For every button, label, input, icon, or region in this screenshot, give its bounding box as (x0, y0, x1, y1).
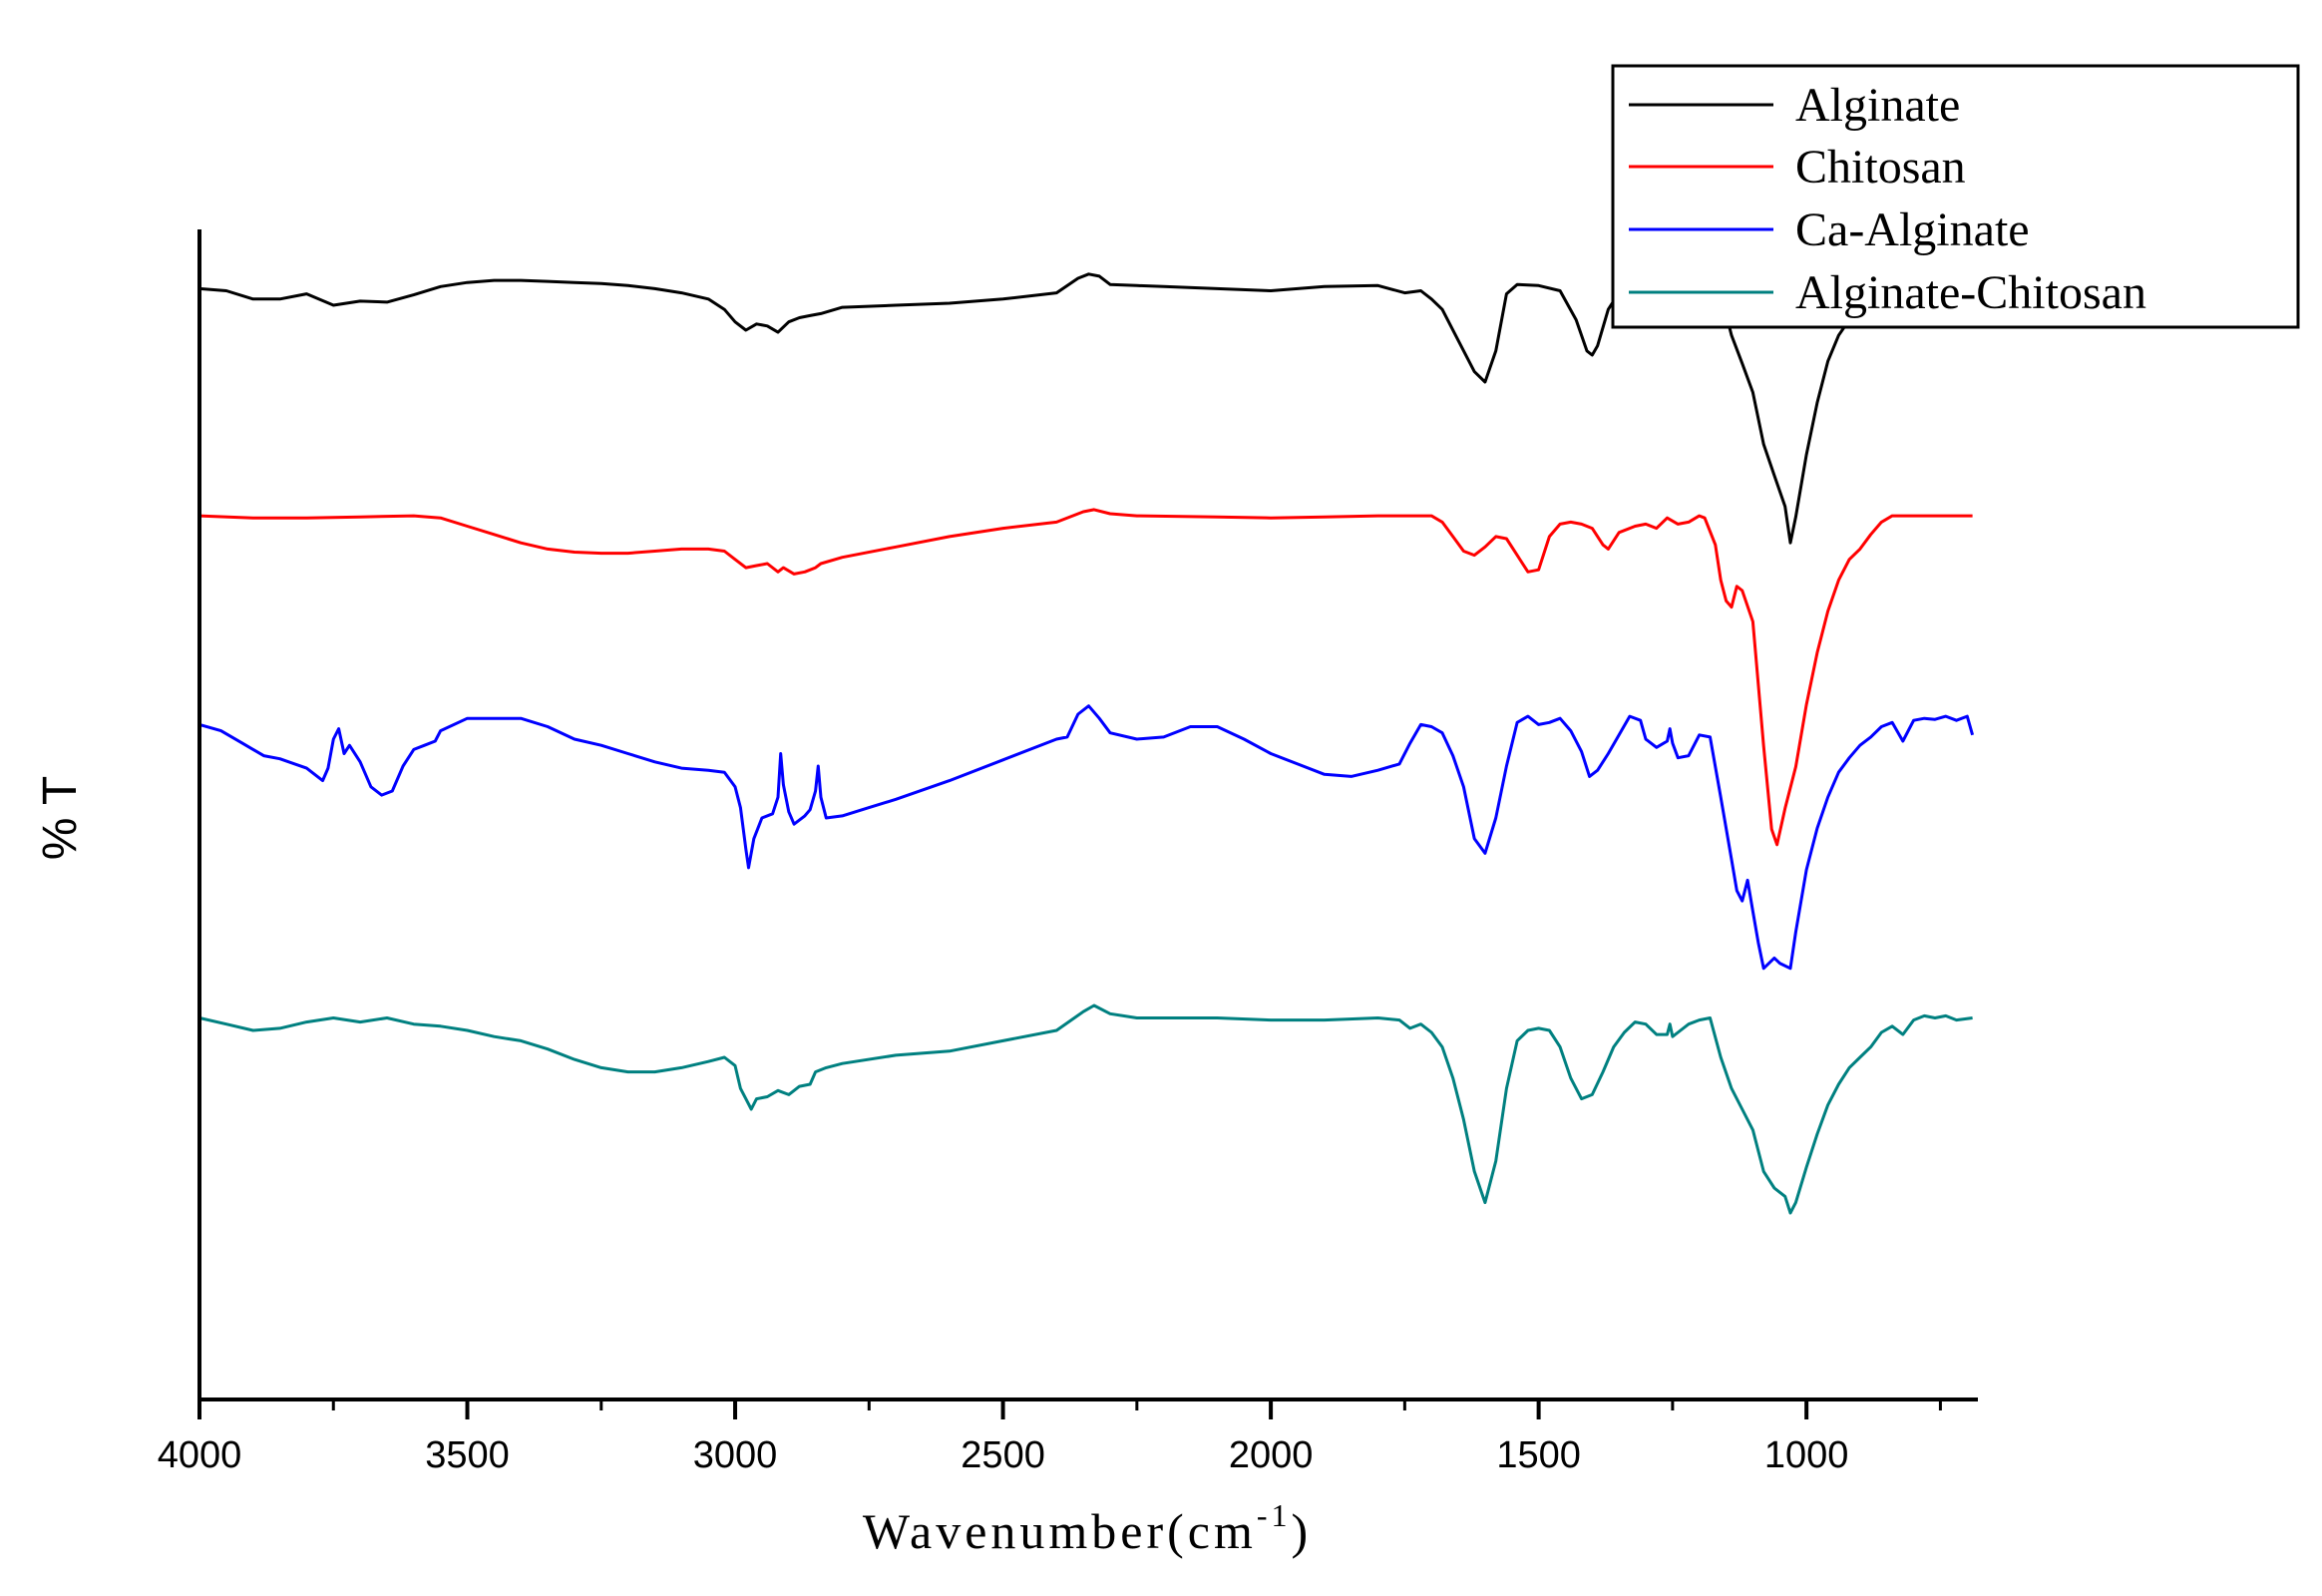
x-ticks: 4000 3500 3000 2500 2000 1500 1000 (158, 1399, 1942, 1476)
series-line-alginate (198, 272, 1973, 545)
x-tick-label: 4000 (158, 1434, 242, 1476)
series-line-alginate-chitosan (198, 1003, 1973, 1215)
x-axis-label: Wavenumber(cm-1) (863, 1497, 1312, 1559)
series-layer (198, 272, 1975, 1215)
x-tick-label: 2000 (1229, 1434, 1314, 1476)
x-tick-label: 3000 (693, 1434, 778, 1476)
legend-label: Ca-Alginate (1795, 203, 2030, 256)
x-tick-label: 1000 (1764, 1434, 1849, 1476)
x-tick-label: 2500 (961, 1434, 1045, 1476)
x-tick-label: 1500 (1496, 1434, 1581, 1476)
series-line-ca-alginate (198, 704, 1975, 971)
legend-label: Alginate-Chitosan (1795, 266, 2146, 319)
axes-layer (197, 229, 1978, 1401)
legend-box (1611, 64, 2300, 329)
legend-items: Alginate Chitosan Ca-Alginate Alginate-Chit… (1629, 79, 2146, 319)
y-axis-label: % T (34, 776, 87, 860)
x-axis-label-close: ) (1292, 1503, 1313, 1559)
x-tick-label: 3500 (425, 1434, 510, 1476)
series-line-chitosan (198, 508, 1973, 847)
x-axis-label-superscript: -1 (1257, 1497, 1292, 1533)
legend: Alginate Chitosan Ca-Alginate Alginate-Chit… (1611, 64, 2300, 329)
x-axis-label-main: Wavenumber(cm (863, 1503, 1257, 1559)
legend-label: Chitosan (1795, 141, 1966, 194)
legend-label: Alginate (1795, 79, 1960, 132)
